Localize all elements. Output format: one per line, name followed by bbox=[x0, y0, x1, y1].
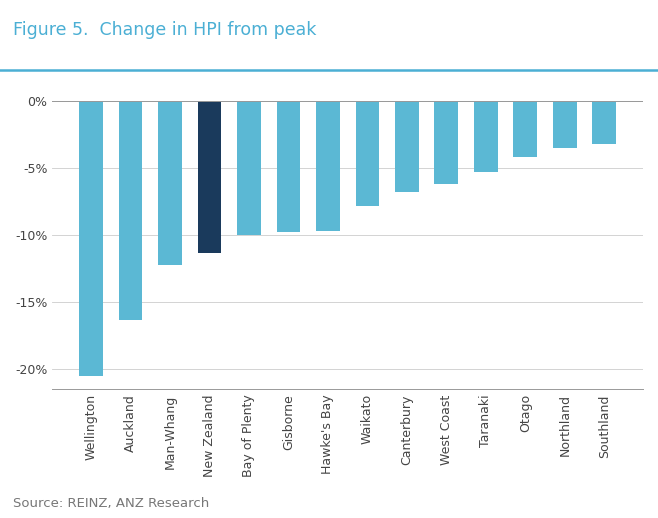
Bar bbox=[158, 101, 182, 265]
Bar bbox=[513, 101, 537, 157]
Text: Source: REINZ, ANZ Research: Source: REINZ, ANZ Research bbox=[13, 497, 209, 510]
Bar bbox=[237, 101, 261, 235]
Bar bbox=[355, 101, 379, 206]
Bar bbox=[79, 101, 103, 376]
Bar bbox=[553, 101, 576, 148]
Bar bbox=[592, 101, 616, 144]
Bar bbox=[316, 101, 340, 231]
Bar bbox=[395, 101, 418, 192]
Bar bbox=[434, 101, 458, 184]
Bar bbox=[276, 101, 300, 233]
Bar bbox=[197, 101, 221, 253]
Text: Figure 5.  Change in HPI from peak: Figure 5. Change in HPI from peak bbox=[13, 21, 316, 39]
Bar bbox=[474, 101, 497, 172]
Bar bbox=[118, 101, 142, 320]
